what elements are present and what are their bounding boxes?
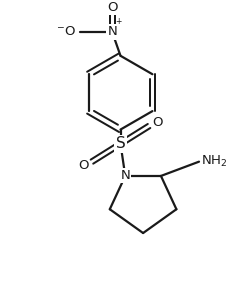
Text: N: N <box>120 170 130 183</box>
Text: N: N <box>107 25 117 38</box>
Text: NH$_2$: NH$_2$ <box>201 154 228 169</box>
Text: S: S <box>116 136 125 151</box>
Text: O: O <box>153 116 163 129</box>
Text: O: O <box>78 159 88 172</box>
Text: $^{+}$: $^{+}$ <box>115 18 123 27</box>
Text: O: O <box>107 1 117 14</box>
Text: $^{-}$O: $^{-}$O <box>56 25 76 38</box>
